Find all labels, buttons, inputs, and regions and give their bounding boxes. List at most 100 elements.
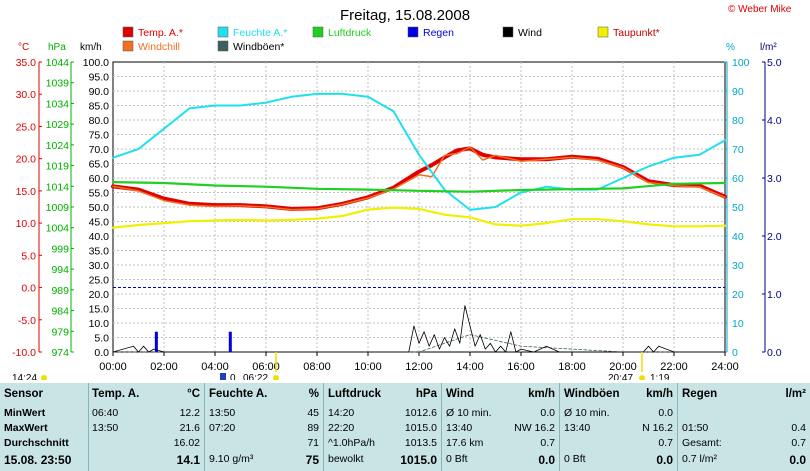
humidity-tick-label: 80 — [732, 115, 744, 127]
pressure-header-unit: hPa — [415, 388, 437, 400]
wind-tick-label: 5.0 — [94, 333, 109, 345]
wind-tick-label: 15.0 — [89, 304, 110, 316]
legend-swatch — [122, 26, 134, 38]
temp-cell-value: 21.6 — [179, 422, 200, 434]
legend-swatch — [597, 26, 609, 38]
pressure-row: 22:20 1015.0 — [328, 422, 437, 436]
temp-row: 16.02 — [92, 437, 200, 451]
sensor-column: Sensor MinWert MaxWert Durchschnitt 15.0… — [0, 383, 88, 471]
gusts-row: 0.7 — [564, 437, 673, 451]
humidity-tick-label: 0 — [732, 347, 738, 359]
wind-tick-label: 10.0 — [89, 318, 110, 330]
humidity-row: 71 — [209, 437, 319, 451]
wind-cell-value: 0.0 — [540, 407, 555, 419]
temp-header-label: Temp. A. — [92, 388, 140, 400]
pressure-tick-label: 984 — [51, 306, 69, 318]
x-tick-label: 18:00 — [558, 361, 586, 373]
pressure-tick-label: 1044 — [46, 57, 70, 69]
humidity-tick-label: 30 — [732, 260, 744, 272]
wind-tick-label: 50.0 — [89, 202, 110, 214]
wind-tick-label: 40.0 — [89, 231, 110, 243]
legend-label: Windböen* — [233, 41, 284, 53]
x-tick-label: 10:00 — [354, 361, 382, 373]
x-tick-label: 16:00 — [507, 361, 535, 373]
wind-tick-label: 100.0 — [83, 57, 109, 69]
humidity-row: 07:20 89 — [209, 422, 319, 436]
humidity-tick-label: 20 — [732, 289, 744, 301]
wind-tick-label: 90.0 — [89, 86, 110, 98]
wind-tick-label: 55.0 — [89, 188, 110, 200]
temp-row: 14.1 — [92, 453, 200, 467]
x-tick-label: 08:00 — [303, 361, 331, 373]
x-tick-label: 12:00 — [405, 361, 433, 373]
weather-chart: Freitag, 15.08.2008 © Weber Mike °C hPa km/h… — [12, 4, 792, 380]
wind-row: 17.6 km 0.7 — [446, 437, 555, 451]
x-tick-label: 00:00 — [99, 361, 127, 373]
legend-label: Windchill — [138, 41, 180, 53]
x-tick-label: 04:00 — [201, 361, 229, 373]
humidity-cell-value: 45 — [307, 407, 319, 419]
legend-label: Regen — [423, 27, 454, 39]
gusts-cell-value: 0.0 — [658, 407, 673, 419]
wind-cell-value: NW 16.2 — [514, 422, 555, 434]
series-line-feuchte-a- — [112, 92, 726, 211]
gusts-row: Ø 10 min. 0.0 — [564, 407, 673, 421]
moonset-label: 1:19 — [650, 373, 670, 380]
wind-tick-label: 45.0 — [89, 217, 110, 229]
pressure-tick-label: 974 — [51, 347, 69, 359]
wind-cell-info: 0 Bft — [446, 453, 468, 465]
series-line-temp-a- — [111, 146, 727, 211]
wind-tick-label: 70.0 — [89, 144, 110, 156]
sensor-header: Sensor — [4, 388, 43, 400]
wind-cell-info: 17.6 km — [446, 437, 484, 449]
column-divider — [559, 383, 560, 471]
humidity-tick-label: 100 — [732, 57, 750, 69]
pressure-cell-info: ^1.0hPa/h — [328, 437, 375, 449]
pressure-tick-label: 1009 — [46, 202, 70, 214]
gusts-cell-info: 0 Bft — [564, 453, 586, 465]
humidity-header-label: Feuchte A. — [209, 388, 268, 400]
wind-tick-label: 75.0 — [89, 130, 110, 142]
wind-tick-label: 35.0 — [89, 246, 110, 258]
pressure-tick-label: 1029 — [46, 119, 70, 131]
pressure-column: Luftdruck hPa 14:20 1012.6 22:20 1015.0 ^1.0hP… — [324, 383, 441, 471]
legend-swatch — [217, 26, 229, 38]
gusts-cell-value: N 16.2 — [642, 422, 673, 434]
temp-tick-label: 35.0 — [16, 57, 37, 69]
humidity-cell-value: 71 — [307, 437, 319, 449]
temp-header-unit: °C — [187, 388, 200, 400]
series-line-luftdruck — [111, 181, 727, 193]
temp-row: 13:50 21.6 — [92, 422, 200, 436]
humidity-tick-label: 90 — [732, 86, 744, 98]
pressure-axis-unit: hPa — [48, 42, 66, 53]
wind-row: 13:40 NW 16.2 — [446, 422, 555, 436]
legend-label: Luftdruck — [328, 27, 372, 39]
gusts-cell-value: 0.7 — [658, 437, 673, 449]
x-tick-label: 06:00 — [252, 361, 280, 373]
rain-tick-label: 4.0 — [767, 115, 782, 127]
column-divider — [323, 383, 324, 471]
legend-label: Taupunkt* — [613, 27, 660, 39]
sunrise-label: 06:22 — [243, 373, 268, 380]
humidity-row: 9.10 g/m³ 75 — [209, 453, 319, 467]
temp-tick-label: 0.0 — [21, 283, 36, 295]
rain-cell-value: 0.0 — [789, 453, 806, 467]
rain-row: Gesamt: 0.7 — [682, 437, 806, 451]
rain-tick-label: 5.0 — [767, 57, 782, 69]
wind-column: Wind km/h Ø 10 min. 0.0 13:40 NW 16.2 17.6 km 0… — [442, 383, 559, 471]
row-label-current: 15.08. 23:50 — [4, 453, 72, 467]
temp-cell-info: 06:40 — [92, 407, 119, 419]
wind-tick-label: 85.0 — [89, 101, 110, 113]
sunset-marker — [639, 375, 645, 380]
x-tick-label: 02:00 — [150, 361, 178, 373]
x-tick-label: 22:00 — [660, 361, 688, 373]
rain-row: 0.7 l/m² 0.0 — [682, 453, 806, 467]
gusts-cell-info: 13:40 — [564, 422, 591, 434]
rain-row: 01:50 0.4 — [682, 422, 806, 436]
wind-row: 0 Bft 0.0 — [446, 453, 555, 467]
rain-header-label: Regen — [682, 388, 718, 400]
temp-column: Temp. A. °C 06:40 12.2 13:50 21.6 16.02 14.1 — [88, 383, 204, 471]
moon-marker — [220, 373, 226, 380]
temp-tick-label: 5.0 — [21, 250, 36, 262]
rain-tick-label: 0.0 — [767, 347, 782, 359]
